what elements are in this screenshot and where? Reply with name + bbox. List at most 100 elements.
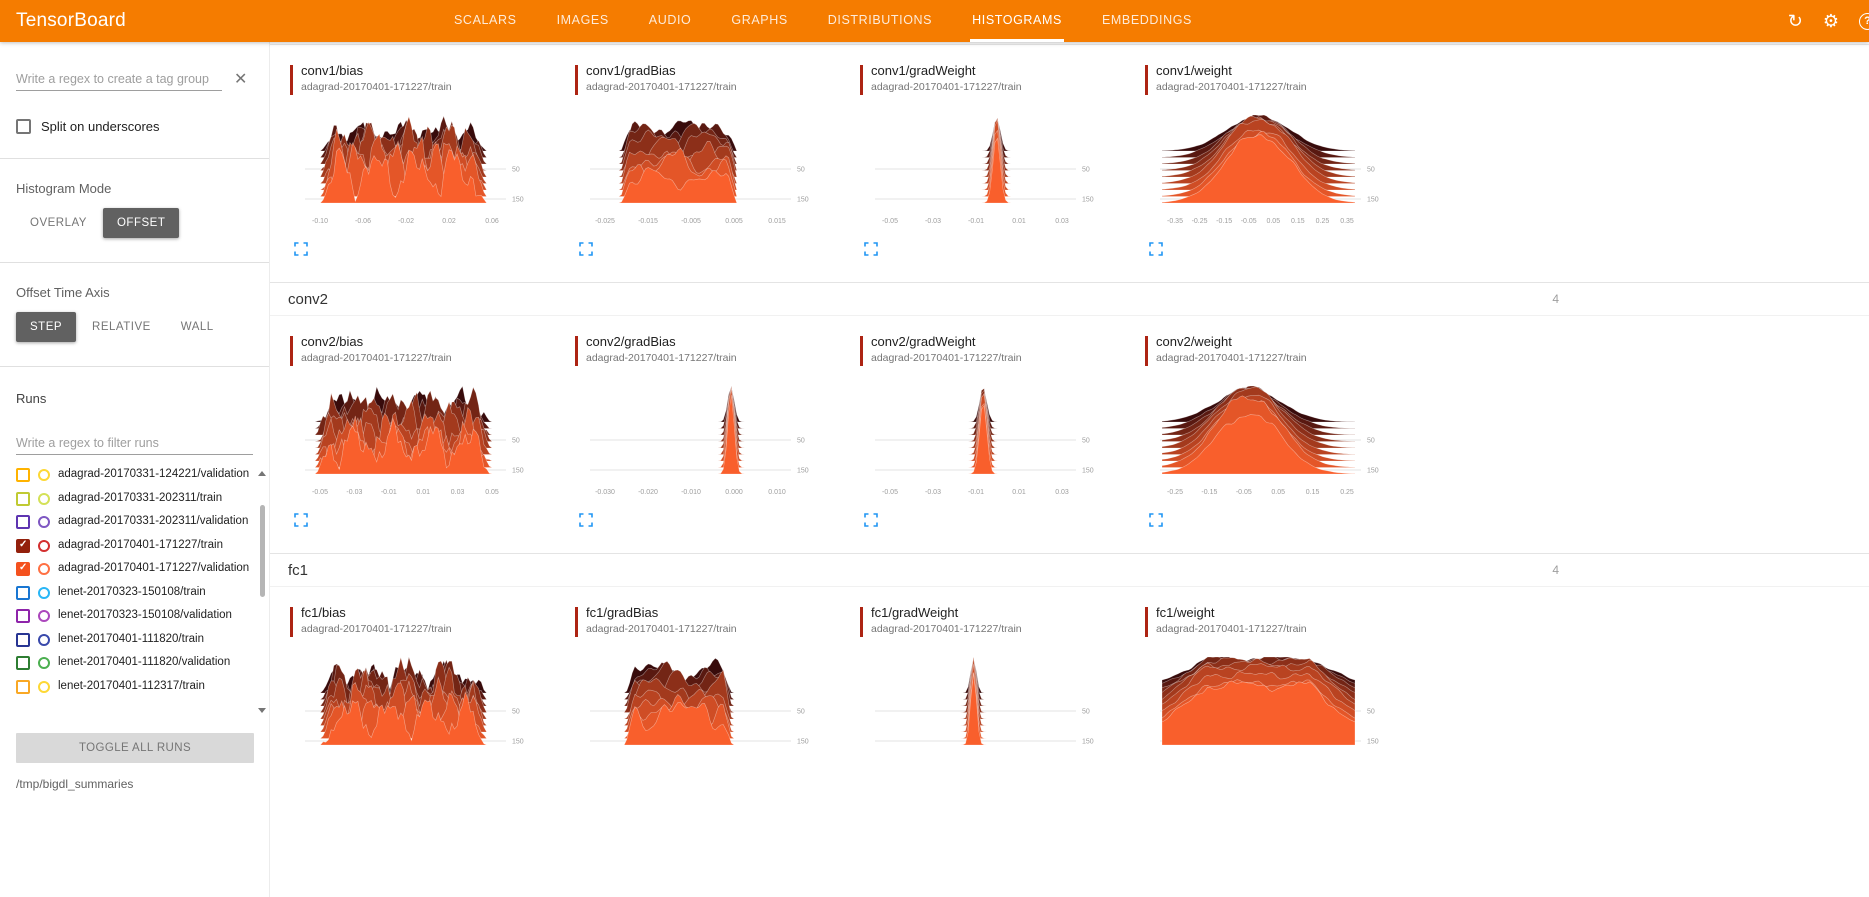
tag-filter-input[interactable] xyxy=(16,68,222,91)
run-checkbox[interactable] xyxy=(16,632,30,647)
run-checkbox[interactable] xyxy=(16,491,30,506)
histogram-run: adagrad-20170401-171227/train xyxy=(586,623,737,635)
svg-text:50: 50 xyxy=(512,167,520,174)
scroll-up-icon[interactable] xyxy=(258,471,266,476)
nav-tab[interactable]: SCALARS xyxy=(454,12,517,27)
svg-text:150: 150 xyxy=(512,468,524,475)
main-content: conv1/bias adagrad-20170401-171227/train… xyxy=(270,42,1869,897)
refresh-icon[interactable]: ↻ xyxy=(1787,11,1803,31)
runs-scrollbar[interactable] xyxy=(255,463,269,721)
run-checkbox[interactable] xyxy=(16,538,30,553)
histogram-title: fc1/gradBias xyxy=(586,605,659,620)
card-header: conv1/gradWeight adagrad-20170401-171227… xyxy=(860,63,1125,95)
nav-tab[interactable]: HISTOGRAMS xyxy=(970,0,1064,42)
histogram-card: conv1/bias adagrad-20170401-171227/train… xyxy=(290,63,575,256)
histogram-chart[interactable]: 50 150 -0.35 -0.25 -0.15 -0.05 0.05 0.15 0.25 0.3… xyxy=(1147,111,1397,236)
histogram-card: conv1/gradBias adagrad-20170401-171227/t… xyxy=(575,63,860,256)
sections-container: conv1/bias adagrad-20170401-171227/train… xyxy=(270,42,1869,790)
run-checkbox[interactable] xyxy=(16,515,30,530)
histogram-card: fc1/weight adagrad-20170401-171227/train… xyxy=(1145,605,1430,778)
run-checkbox[interactable] xyxy=(16,656,30,671)
histogram-card: conv2/gradBias adagrad-20170401-171227/t… xyxy=(575,334,860,527)
histogram-chart[interactable]: 50 150 -0.10 -0.06 -0.02 0.02 0.06 xyxy=(292,111,542,236)
run-item[interactable]: adagrad-20170401-171227/validation xyxy=(16,557,251,581)
expand-icon[interactable] xyxy=(579,513,593,527)
svg-text:0.01: 0.01 xyxy=(416,489,430,496)
split-underscores-row[interactable]: Split on underscores xyxy=(16,119,269,134)
expand-icon[interactable] xyxy=(864,513,878,527)
run-checkbox[interactable] xyxy=(16,585,30,600)
histogram-chart[interactable]: 50 150 xyxy=(862,653,1112,778)
split-underscores-checkbox[interactable] xyxy=(16,119,31,134)
tag-section: conv1/bias adagrad-20170401-171227/train… xyxy=(270,42,1869,268)
nav-tab[interactable]: AUDIO xyxy=(648,12,692,27)
mode-option-button[interactable]: STEP xyxy=(16,312,77,342)
card-header: conv1/weight adagrad-20170401-171227/tra… xyxy=(1145,63,1410,95)
expand-icon[interactable] xyxy=(294,242,308,256)
run-item[interactable]: adagrad-20170331-202311/validation xyxy=(16,510,251,534)
run-item[interactable]: adagrad-20170401-171227/train xyxy=(16,534,251,558)
histogram-run: adagrad-20170401-171227/train xyxy=(586,352,737,364)
run-label: lenet-20170401-111820/validation xyxy=(58,656,231,669)
svg-text:-0.030: -0.030 xyxy=(595,489,615,496)
histogram-chart[interactable]: 50 150 -0.05 -0.03 -0.01 0.01 0.03 xyxy=(862,382,1112,507)
run-color-bar xyxy=(290,607,293,637)
svg-text:50: 50 xyxy=(1367,167,1375,174)
run-color-bar xyxy=(860,65,863,95)
scroll-thumb[interactable] xyxy=(260,505,265,597)
svg-text:150: 150 xyxy=(1367,197,1379,204)
expand-icon[interactable] xyxy=(1149,513,1163,527)
run-checkbox[interactable] xyxy=(16,679,30,694)
scroll-down-icon[interactable] xyxy=(258,708,266,713)
histogram-chart[interactable]: 50 150 -0.030 -0.020 -0.010 0.000 0.010 xyxy=(577,382,827,507)
histogram-run: adagrad-20170401-171227/train xyxy=(1156,352,1307,364)
section-count: 4 xyxy=(1552,292,1559,306)
svg-text:50: 50 xyxy=(797,167,805,174)
runs-list: adagrad-20170331-124221/validation adagr… xyxy=(16,463,269,721)
histogram-run: adagrad-20170401-171227/train xyxy=(1156,623,1307,635)
section-header[interactable]: conv2 4 xyxy=(270,282,1869,316)
run-item[interactable]: lenet-20170401-111820/train xyxy=(16,628,251,652)
histogram-chart[interactable]: 50 150 xyxy=(577,653,827,778)
histogram-chart[interactable]: 50 150 -0.25 -0.15 -0.05 0.05 0.15 0.25 xyxy=(1147,382,1397,507)
expand-icon[interactable] xyxy=(579,242,593,256)
section-header[interactable] xyxy=(270,42,1869,45)
run-checkbox[interactable] xyxy=(16,562,30,577)
run-checkbox[interactable] xyxy=(16,468,30,482)
svg-text:-0.25: -0.25 xyxy=(1192,218,1208,225)
expand-icon[interactable] xyxy=(864,242,878,256)
run-item[interactable]: adagrad-20170331-202311/train xyxy=(16,487,251,511)
mode-option-button[interactable]: OVERLAY xyxy=(16,208,101,238)
mode-option-button[interactable]: OFFSET xyxy=(102,208,180,238)
run-item[interactable]: lenet-20170401-112317/train xyxy=(16,675,251,699)
histogram-chart[interactable]: 50 150 -0.05 -0.03 -0.01 0.01 0.03 0.05 xyxy=(292,382,542,507)
histogram-chart[interactable]: 50 150 xyxy=(1147,653,1397,778)
nav-tab[interactable]: EMBEDDINGS xyxy=(1101,12,1192,27)
section-header[interactable]: fc1 4 xyxy=(270,553,1869,587)
log-directory: /tmp/bigdl_summaries xyxy=(16,777,134,791)
run-item[interactable]: lenet-20170401-111820/validation xyxy=(16,651,251,675)
expand-icon[interactable] xyxy=(294,513,308,527)
clear-icon[interactable]: ✕ xyxy=(234,70,248,88)
settings-icon[interactable]: ⚙ xyxy=(1822,11,1839,31)
mode-option-button[interactable]: WALL xyxy=(167,312,228,342)
svg-text:0.05: 0.05 xyxy=(1266,218,1280,225)
expand-icon[interactable] xyxy=(1149,242,1163,256)
run-item[interactable]: adagrad-20170331-124221/validation xyxy=(16,463,251,487)
svg-text:-0.05: -0.05 xyxy=(1236,489,1252,496)
nav-tab[interactable]: GRAPHS xyxy=(731,12,788,27)
histogram-chart[interactable]: 50 150 -0.05 -0.03 -0.01 0.01 0.03 xyxy=(862,111,1112,236)
card-header: fc1/gradBias adagrad-20170401-171227/tra… xyxy=(575,605,840,637)
mode-option-button[interactable]: RELATIVE xyxy=(78,312,165,342)
run-item[interactable]: lenet-20170323-150108/validation xyxy=(16,604,251,628)
nav-tab[interactable]: IMAGES xyxy=(556,12,609,27)
histogram-chart[interactable]: 50 150 xyxy=(292,653,542,778)
run-checkbox[interactable] xyxy=(16,609,30,624)
help-icon[interactable]: ? xyxy=(1859,12,1869,30)
svg-text:-0.03: -0.03 xyxy=(925,489,941,496)
histogram-chart[interactable]: 50 150 -0.025 -0.015 -0.005 0.005 0.015 xyxy=(577,111,827,236)
run-item[interactable]: lenet-20170323-150108/train xyxy=(16,581,251,605)
toggle-all-runs-button[interactable]: TOGGLE ALL RUNS xyxy=(16,733,254,763)
runs-filter-input[interactable] xyxy=(16,432,253,455)
nav-tab[interactable]: DISTRIBUTIONS xyxy=(827,12,933,27)
